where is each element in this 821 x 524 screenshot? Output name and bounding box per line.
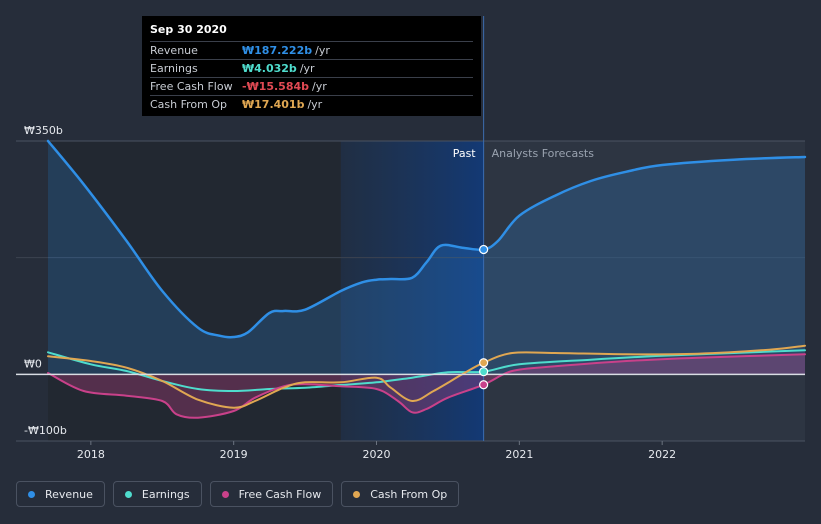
y-tick-label: -₩100b	[24, 424, 67, 437]
legend-dot-icon	[221, 490, 229, 498]
legend: Revenue Earnings Free Cash Flow Cash Fro…	[16, 481, 460, 507]
free-cash-flow-marker	[479, 380, 489, 390]
x-tick-label: 2020	[363, 448, 391, 461]
legend-label: Revenue	[45, 487, 93, 501]
legend-item-earnings[interactable]: Earnings	[112, 481, 202, 507]
legend-dot-icon	[124, 490, 132, 498]
x-tick-label: 2019	[220, 448, 248, 461]
free-cash-flow-area	[48, 354, 805, 418]
tooltip-unit: /yr	[315, 44, 330, 57]
legend-dot-icon	[353, 490, 361, 498]
tooltip-value: ₩17.401b	[242, 98, 305, 111]
tooltip-unit: /yr	[312, 80, 327, 93]
tooltip-label: Free Cash Flow	[150, 80, 233, 93]
tooltip-row-free-cash-flow: Free Cash Flow -₩15.584b /yr	[150, 77, 473, 95]
legend-item-cash-from-op[interactable]: Cash From Op	[341, 481, 460, 507]
tooltip-row-earnings: Earnings ₩4.032b /yr	[150, 59, 473, 77]
analysts-forecasts-label: Analysts Forecasts	[492, 147, 595, 160]
revenue-line	[46, 139, 807, 339]
cash-from-op-marker	[479, 358, 489, 368]
x-tick-label: 2018	[77, 448, 105, 461]
y-tick-label: ₩350b	[24, 124, 63, 137]
x-tick-label: 2021	[505, 448, 533, 461]
tooltip-value: ₩4.032b	[242, 62, 297, 75]
y-tick-label: ₩0	[24, 357, 42, 370]
tooltip-value: ₩187.222b	[242, 44, 313, 57]
tooltip-unit: /yr	[307, 98, 323, 111]
tooltip-value: -₩15.584b	[242, 80, 310, 93]
tooltip-label: Earnings	[150, 62, 198, 75]
tooltip-row-cash-from-op: Cash From Op ₩17.401b /yr	[150, 95, 473, 113]
legend-label: Earnings	[141, 487, 190, 501]
x-tick-label: 2022	[648, 448, 676, 461]
tooltip-row-revenue: Revenue ₩187.222b /yr	[150, 41, 473, 59]
tooltip-date: Sep 30 2020	[150, 23, 227, 36]
free-cash-flow-line	[47, 353, 806, 419]
legend-item-revenue[interactable]: Revenue	[16, 481, 105, 507]
cash-from-op-line	[47, 344, 806, 409]
earnings-marker	[479, 367, 489, 377]
legend-item-free-cash-flow[interactable]: Free Cash Flow	[209, 481, 334, 507]
legend-label: Cash From Op	[370, 487, 448, 501]
highlight-band	[340, 141, 484, 441]
tooltip-label: Cash From Op	[150, 98, 228, 111]
legend-dot-icon	[28, 490, 35, 498]
revenue-marker	[479, 244, 489, 255]
revenue-area	[48, 141, 805, 375]
tooltip-unit: /yr	[299, 62, 315, 75]
tooltip: Sep 30 2020 Revenue ₩187.222b /yr Earnin…	[142, 16, 481, 116]
legend-label: Free Cash Flow	[238, 487, 322, 501]
past-label: Past	[453, 147, 477, 160]
forecast-background	[483, 141, 805, 441]
tooltip-label: Revenue	[150, 44, 198, 57]
